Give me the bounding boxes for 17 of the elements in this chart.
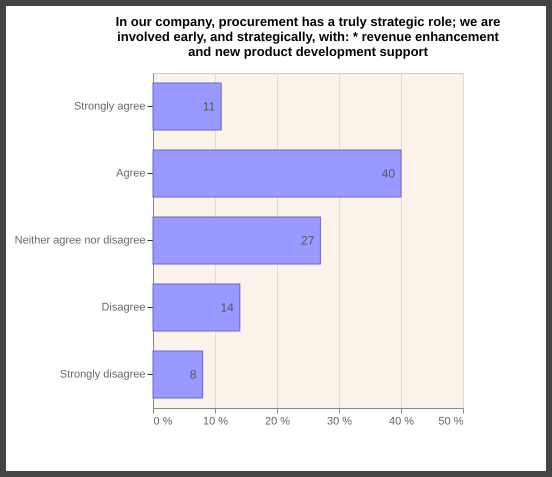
x-tick-label: 50 % bbox=[438, 416, 464, 428]
x-tick-label: 0 % bbox=[154, 416, 173, 428]
x-tick-label: 40 % bbox=[388, 416, 414, 428]
y-tick-label: Neither agree nor disagree bbox=[14, 234, 146, 246]
y-tick-label: Strongly disagree bbox=[60, 368, 146, 380]
chart-title: In our company, procurement has a truly strategic role; we are involved early, and strategically, with: * revenue enhancement and new product development support bbox=[116, 14, 500, 59]
y-tick-label: Disagree bbox=[101, 302, 146, 314]
x-tick-label: 30 % bbox=[326, 416, 352, 428]
data-label: 14 bbox=[220, 300, 234, 314]
x-tick-label: 20 % bbox=[264, 416, 290, 428]
data-label: 11 bbox=[202, 100, 216, 114]
data-label: 27 bbox=[301, 234, 315, 248]
y-tick-label: Agree bbox=[116, 168, 146, 180]
y-tick-label: Strongly agree bbox=[74, 100, 146, 112]
data-label: 8 bbox=[190, 368, 197, 382]
data-label: 40 bbox=[382, 166, 396, 180]
x-tick-label: 10 % bbox=[202, 416, 228, 428]
